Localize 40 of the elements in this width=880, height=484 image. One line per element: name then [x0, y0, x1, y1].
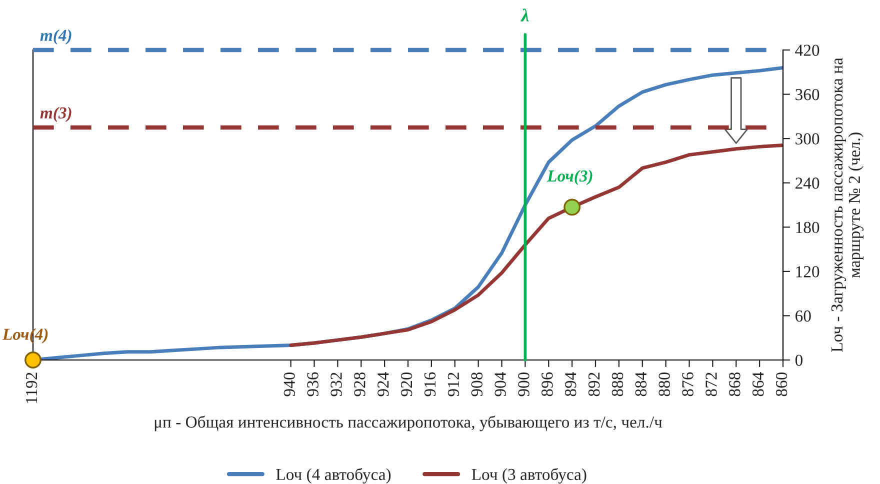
x-tick-label: 888	[612, 372, 624, 396]
legend-label: Lоч (3 автобуса)	[472, 468, 586, 484]
y-tick-label: 420	[795, 44, 820, 56]
y-tick-label: 300	[796, 133, 820, 145]
x-tick-label: 908	[471, 372, 482, 396]
line-series	[289, 143, 783, 347]
x-tick-label: 868	[729, 372, 740, 396]
x-axis-title: μп - Общая интенсивность пассажиропотока, убывающего из т/с, чел./ч	[154, 416, 662, 432]
x-tick-label: 932	[330, 372, 342, 396]
x-tick-label: 892	[588, 372, 600, 396]
y-axis-title: Lоч - Загруженность пассажиропотока на маршруте № 2 (чел.)	[831, 58, 864, 352]
y-tick-label: 60	[796, 310, 811, 322]
x-tick-label: 900	[518, 372, 530, 396]
x-tick-label: 920	[400, 372, 412, 396]
x-tick-label: 860	[776, 372, 788, 396]
x-tick-label: 928	[354, 372, 366, 396]
x-tick-label: 876	[682, 372, 694, 396]
x-tick-label: 872	[706, 372, 717, 396]
x-tick-label: 936	[307, 372, 318, 396]
legend-label: Lоч (4 автобуса)	[276, 468, 391, 484]
x-tick-label: 896	[542, 372, 553, 396]
x-tick-label: 884	[635, 372, 647, 396]
y-tick-label: 0	[795, 354, 803, 366]
x-tick-label: 916	[424, 372, 436, 396]
x-tick-label: 1192	[26, 372, 38, 404]
y-tick-label: 360	[796, 88, 820, 100]
x-tick-label: 894	[564, 372, 576, 396]
annotation: Lоч(3)	[546, 170, 592, 185]
y-tick-label: 240	[796, 178, 820, 189]
annotation: m(4)	[40, 29, 72, 44]
x-tick-label: 912	[448, 372, 460, 396]
annotation: m(3)	[40, 106, 72, 122]
y-tick-label: 180	[796, 222, 820, 234]
y-tick-label: 120	[796, 266, 820, 278]
x-tick-label: 924	[378, 372, 389, 396]
x-tick-label: 880	[658, 372, 670, 396]
x-tick-label: 940	[284, 372, 295, 396]
x-tick-label: 864	[752, 372, 764, 396]
x-tick-label: 904	[494, 372, 506, 396]
ref-line-label: λ	[520, 8, 529, 22]
